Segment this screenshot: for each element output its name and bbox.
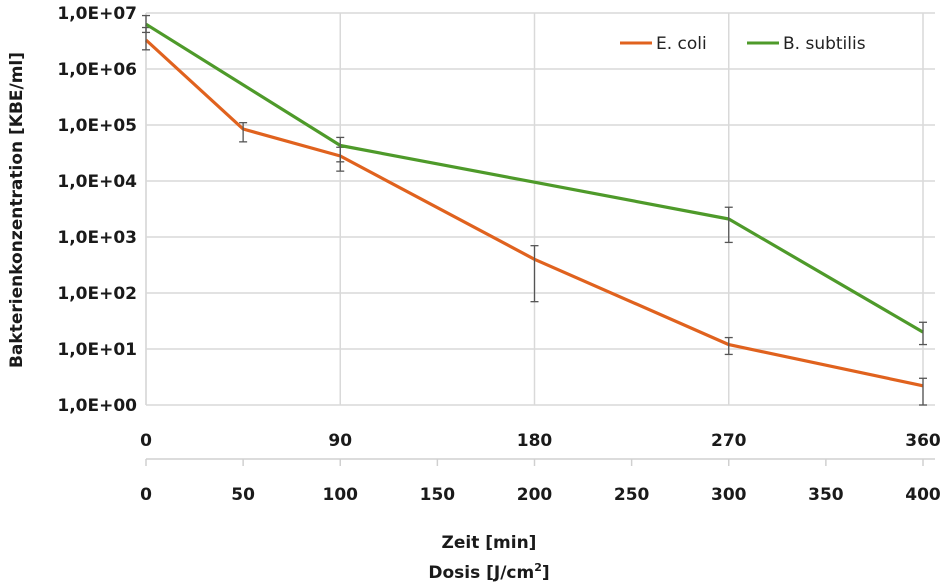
error-bar-b-subtilis bbox=[336, 136, 345, 163]
legend: E. coli B. subtilis bbox=[620, 34, 866, 54]
x-axis-time: 0 90 180 270 360 bbox=[140, 431, 941, 451]
y-axis-ticks: 1,0E+00 1,0E+01 1,0E+02 1,0E+03 1,0E+04 1,0E+… bbox=[57, 4, 137, 416]
x-dose-tick-label: 150 bbox=[420, 485, 456, 505]
x-time-tick-label: 180 bbox=[517, 431, 553, 451]
series-layer bbox=[142, 14, 927, 406]
y-tick-label: 1,0E+01 bbox=[57, 340, 137, 360]
x-time-tick-label: 360 bbox=[905, 431, 941, 451]
x-time-tick-label: 90 bbox=[328, 431, 352, 451]
legend-label: B. subtilis bbox=[783, 34, 866, 54]
x-axis-title-dose: Dosis [J/cm2] bbox=[428, 561, 549, 583]
error-bar-b-subtilis bbox=[142, 14, 150, 34]
y-axis-title: Bakterienkonzentration [KBE/ml] bbox=[7, 52, 27, 368]
error-bar-e-coli bbox=[530, 245, 539, 303]
x-axis-title-dose-prefix: Dosis [J/cm bbox=[428, 563, 534, 583]
x-dose-tick-label: 400 bbox=[905, 485, 941, 505]
x-dose-tick-label: 0 bbox=[140, 485, 152, 505]
x-dose-tick-label: 200 bbox=[517, 485, 553, 505]
x-axis-title-dose-suffix: ] bbox=[542, 563, 550, 583]
x-dose-tick-label: 350 bbox=[808, 485, 844, 505]
x-axis-title-time: Zeit [min] bbox=[442, 533, 537, 553]
series-line-e-coli bbox=[144, 38, 924, 388]
legend-label: E. coli bbox=[656, 34, 707, 54]
y-tick-label: 1,0E+07 bbox=[57, 4, 137, 24]
y-tick-label: 1,0E+05 bbox=[57, 116, 137, 136]
error-bar-e-coli bbox=[724, 336, 733, 356]
error-bar-e-coli bbox=[919, 377, 927, 406]
x-dose-tick-label: 300 bbox=[711, 485, 747, 505]
x-dose-tick-label: 250 bbox=[614, 485, 650, 505]
x-dose-tick-label: 50 bbox=[231, 485, 255, 505]
error-bar-b-subtilis bbox=[724, 206, 733, 244]
x-time-tick-label: 0 bbox=[140, 431, 152, 451]
y-tick-label: 1,0E+02 bbox=[57, 284, 137, 304]
series-line-b-subtilis bbox=[145, 22, 924, 334]
x-axis-dose: 0 50 100 150 200 250 300 350 400 bbox=[140, 458, 941, 505]
x-dose-tick-label: 100 bbox=[323, 485, 359, 505]
x-time-tick-label: 270 bbox=[711, 431, 747, 451]
error-bar-e-coli bbox=[239, 122, 248, 143]
x-axis-title-dose-sup: 2 bbox=[534, 561, 542, 574]
error-bar-b-subtilis bbox=[919, 321, 927, 346]
y-tick-label: 1,0E+06 bbox=[57, 60, 137, 80]
y-tick-label: 1,0E+00 bbox=[57, 396, 137, 416]
y-tick-label: 1,0E+03 bbox=[57, 228, 137, 248]
y-tick-label: 1,0E+04 bbox=[57, 172, 137, 192]
grid bbox=[145, 12, 935, 406]
